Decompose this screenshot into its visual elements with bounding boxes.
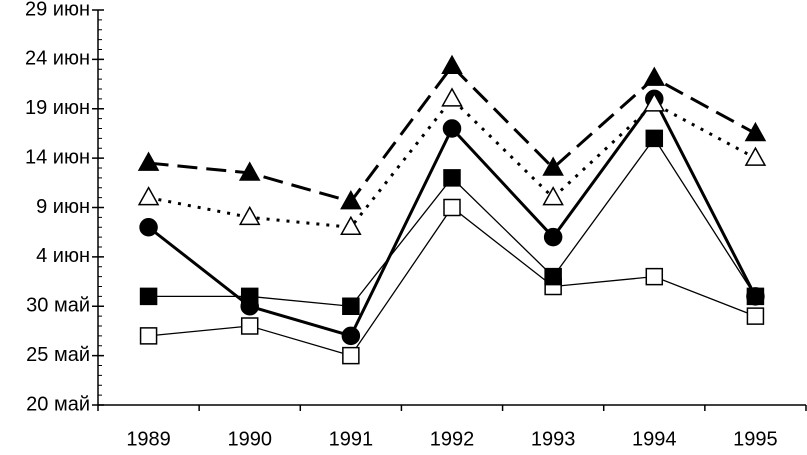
x-tick-label: 1990 [227, 428, 272, 450]
y-tick-label: 9 июн [36, 196, 90, 218]
marker [441, 54, 463, 75]
series-line [148, 206, 756, 357]
marker [645, 129, 664, 148]
marker [744, 121, 767, 142]
y-tick-label: 4 июн [36, 245, 90, 267]
marker [643, 66, 666, 86]
marker [441, 87, 463, 107]
y-tick-label: 20 май [26, 393, 90, 415]
marker [342, 297, 360, 315]
marker [139, 287, 158, 306]
marker [746, 287, 765, 306]
marker [744, 146, 767, 166]
marker [542, 156, 564, 176]
marker [238, 205, 261, 226]
y-tick-label: 19 июн [25, 97, 90, 119]
marker [746, 307, 765, 325]
y-tick-label: 24 июн [25, 48, 90, 70]
marker [442, 119, 462, 138]
marker [542, 186, 564, 206]
x-tick-label: 1991 [329, 428, 374, 450]
y-tick-label: 30 май [26, 295, 90, 317]
marker [340, 215, 362, 235]
marker [342, 346, 360, 365]
marker [443, 198, 461, 217]
marker [643, 92, 666, 112]
marker [238, 161, 261, 181]
x-tick-label: 1994 [632, 428, 677, 450]
marker [544, 267, 562, 286]
x-tick-label: 1995 [733, 428, 778, 450]
marker [443, 169, 461, 187]
y-tick-label: 25 май [26, 344, 90, 366]
marker [240, 317, 259, 335]
marker [137, 186, 160, 206]
marker [645, 267, 664, 286]
marker [240, 297, 259, 316]
x-tick-label: 1989 [126, 428, 171, 450]
marker [340, 190, 362, 210]
marker [543, 227, 563, 247]
x-tick-label: 1993 [531, 428, 576, 450]
x-tick-label: 1992 [430, 428, 475, 450]
marker [137, 151, 160, 171]
y-tick-label: 29 июн [25, 0, 90, 20]
marker [139, 218, 158, 237]
marker [139, 327, 158, 345]
y-tick-label: 14 июн [25, 146, 90, 168]
marker [341, 326, 361, 346]
